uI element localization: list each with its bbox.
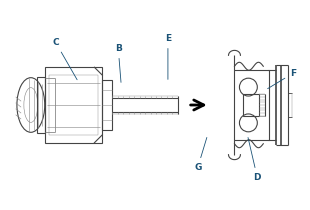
- Text: D: D: [248, 138, 261, 182]
- Text: B: B: [115, 44, 122, 82]
- Text: G: G: [194, 138, 207, 172]
- Text: E: E: [165, 34, 171, 79]
- Text: F: F: [268, 69, 296, 89]
- Bar: [45, 67, 102, 143]
- Bar: [234, 70, 269, 140]
- Bar: [102, 80, 112, 130]
- Bar: [243, 94, 259, 116]
- Text: C: C: [52, 38, 77, 80]
- Bar: [49, 75, 98, 135]
- Bar: [37, 77, 45, 133]
